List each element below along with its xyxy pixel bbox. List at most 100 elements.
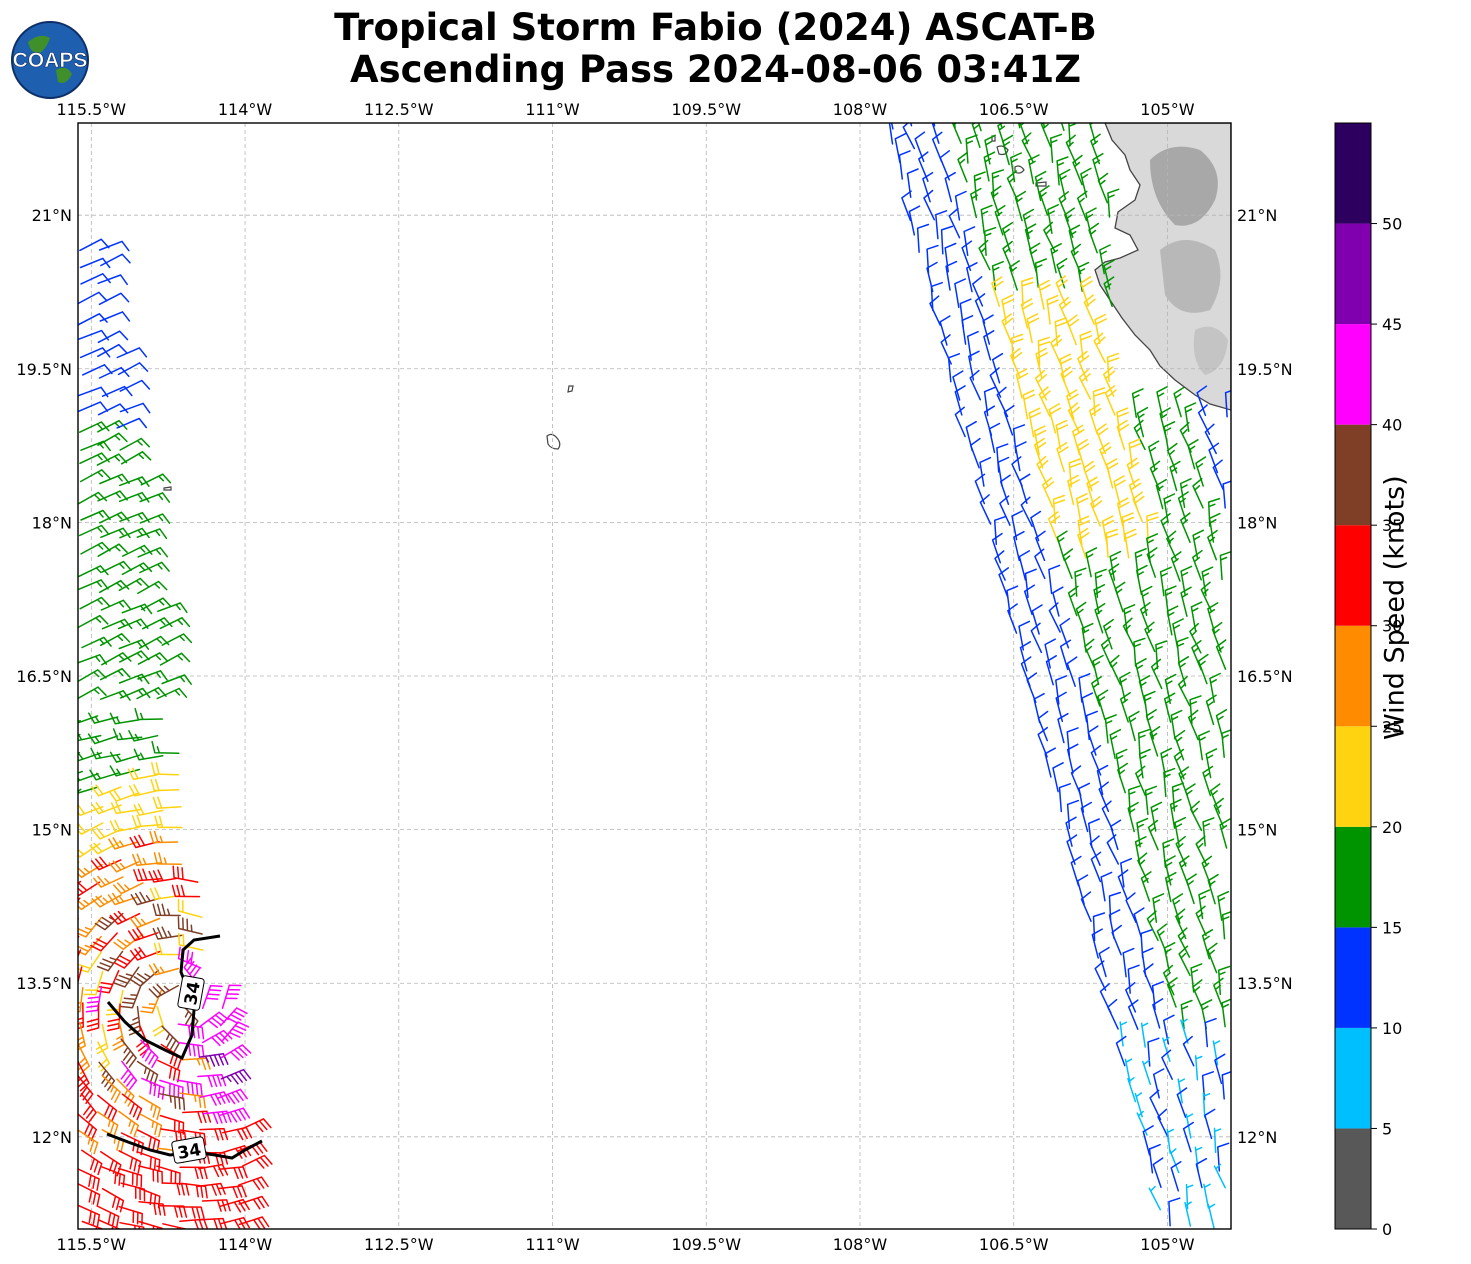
wind-barb <box>137 546 169 558</box>
wind-barb <box>98 579 130 594</box>
wind-barb <box>100 599 132 611</box>
wind-barb <box>179 1218 209 1229</box>
wind-barb <box>1056 441 1069 473</box>
wind-barb <box>1155 640 1168 670</box>
wind-barb <box>198 1217 228 1229</box>
wind-barb <box>1113 475 1126 506</box>
wind-barb <box>137 580 168 595</box>
wind-barb <box>1038 386 1051 417</box>
wind-barb <box>1213 1127 1222 1154</box>
wind-barb <box>1010 152 1022 183</box>
wind-barb <box>1068 458 1082 488</box>
wind-barb <box>1222 480 1231 509</box>
wind-barb <box>1202 817 1215 847</box>
wind-barb <box>1201 929 1214 960</box>
colorbar-bin-0 <box>1335 1128 1371 1229</box>
wind-barb <box>88 712 119 724</box>
wind-barb <box>1136 1110 1148 1136</box>
wind-barb <box>118 1150 142 1174</box>
wind-barb <box>78 733 102 742</box>
wind-barb <box>1143 963 1154 994</box>
wind-barb <box>118 577 150 592</box>
wind-barb <box>1169 798 1182 829</box>
wind-barb <box>1209 783 1221 814</box>
wind-barb <box>1187 709 1199 741</box>
wind-barb <box>1107 188 1120 218</box>
wind-barb <box>176 1206 205 1219</box>
wind-barb <box>91 894 122 908</box>
wind-barb <box>1044 747 1056 778</box>
wind-barb <box>199 1091 231 1106</box>
wind-barb <box>1192 477 1204 509</box>
lon-tick-top-5: 108°W <box>833 100 888 119</box>
wind-barb <box>1166 1128 1175 1154</box>
wind-barb <box>1133 907 1145 938</box>
lat-tick-right-5: 13.5°N <box>1237 974 1293 993</box>
wind-barb <box>909 123 913 127</box>
wind-barb <box>1195 905 1207 937</box>
wind-barb <box>78 1074 94 1105</box>
wind-barb <box>1094 960 1107 991</box>
wind-barb <box>80 1092 97 1123</box>
wind-barb <box>1177 656 1190 687</box>
wind-barb <box>1018 550 1031 581</box>
wind-barb <box>156 1165 181 1186</box>
wind-barb <box>1033 437 1047 469</box>
wind-barb <box>119 402 151 414</box>
wind-barb <box>78 1129 99 1155</box>
wind-barb <box>1050 334 1063 366</box>
wind-barb <box>1020 656 1032 687</box>
svg-text:34: 34 <box>176 1140 203 1164</box>
wind-barb <box>86 1003 100 1032</box>
wind-barb <box>1096 764 1109 796</box>
wind-barb <box>109 910 141 925</box>
lon-tick-bottom-4: 109.5°W <box>671 1235 741 1254</box>
wind-barb <box>1212 459 1224 491</box>
lon-tick-bottom-5: 108°W <box>833 1235 888 1254</box>
wind-barb <box>97 274 128 286</box>
wind-barb <box>159 617 191 630</box>
wind-barb <box>134 707 164 721</box>
wind-barb <box>1195 456 1207 487</box>
lon-tick-bottom-7: 105°W <box>1140 1235 1195 1254</box>
wind-barb <box>1066 799 1080 830</box>
wind-barb <box>933 123 936 127</box>
wind-barb <box>118 491 150 503</box>
wind-barb <box>120 984 142 1009</box>
wind-barb <box>944 171 956 203</box>
wind-speed-colorbar: 0 5 10 15 20 25 30 35 40 45 50 <box>1334 122 1402 1239</box>
wind-barb <box>177 916 203 935</box>
wind-barb <box>161 1025 180 1054</box>
wind-barb <box>221 984 242 1009</box>
wind-barb <box>118 639 150 650</box>
wind-barb <box>1127 999 1139 1030</box>
wind-barb <box>1180 1018 1189 1044</box>
wind-barb <box>79 469 111 483</box>
wind-barb <box>1189 695 1202 725</box>
wind-barb <box>78 614 109 628</box>
wind-barb <box>78 1113 98 1141</box>
wind-barb <box>1124 528 1137 559</box>
wind-barb <box>1184 1201 1192 1227</box>
contour-label-lower: 34 <box>171 1136 207 1164</box>
wind-barb <box>121 562 153 576</box>
wind-barb <box>1066 727 1079 757</box>
wind-barb <box>179 1092 206 1109</box>
wind-barb <box>1037 726 1049 758</box>
wind-barb <box>1152 1157 1164 1188</box>
wind-barb <box>176 1079 203 1097</box>
wind-barb <box>118 476 150 487</box>
wind-barb <box>1192 549 1203 581</box>
wind-barb <box>1159 566 1172 597</box>
wind-barb <box>89 841 120 855</box>
wind-barb <box>939 315 951 346</box>
wind-barb <box>154 815 183 829</box>
wind-barb <box>139 492 171 503</box>
wind-barb <box>1092 152 1104 184</box>
wind-barb <box>1034 258 1047 288</box>
wind-barb <box>1140 1022 1149 1048</box>
wind-barb <box>1135 765 1147 797</box>
wind-barb <box>98 292 130 306</box>
wind-barb <box>1176 636 1189 667</box>
wind-barb <box>1109 728 1122 760</box>
